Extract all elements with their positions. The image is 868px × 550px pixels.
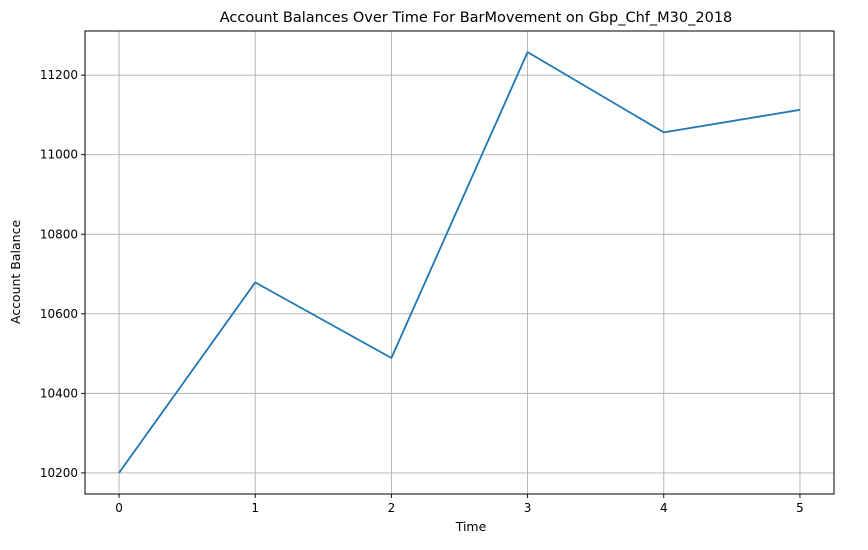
- x-tick-label: 5: [796, 501, 804, 515]
- y-tick-label: 10600: [40, 307, 78, 321]
- x-tick-label: 4: [660, 501, 668, 515]
- chart-title: Account Balances Over Time For BarMoveme…: [220, 10, 733, 26]
- y-tick-label: 11200: [40, 68, 78, 82]
- x-axis-label: Time: [455, 519, 487, 534]
- x-tick-label: 3: [524, 501, 532, 515]
- x-tick-label: 0: [115, 501, 123, 515]
- y-axis-label: Account Balance: [8, 220, 23, 325]
- x-tick-label: 1: [251, 501, 259, 515]
- y-tick-label: 10200: [40, 466, 78, 480]
- y-tick-label: 10400: [40, 386, 78, 400]
- y-tick-label: 11000: [40, 148, 78, 162]
- y-tick-label: 10800: [40, 227, 78, 241]
- x-tick-label: 2: [388, 501, 396, 515]
